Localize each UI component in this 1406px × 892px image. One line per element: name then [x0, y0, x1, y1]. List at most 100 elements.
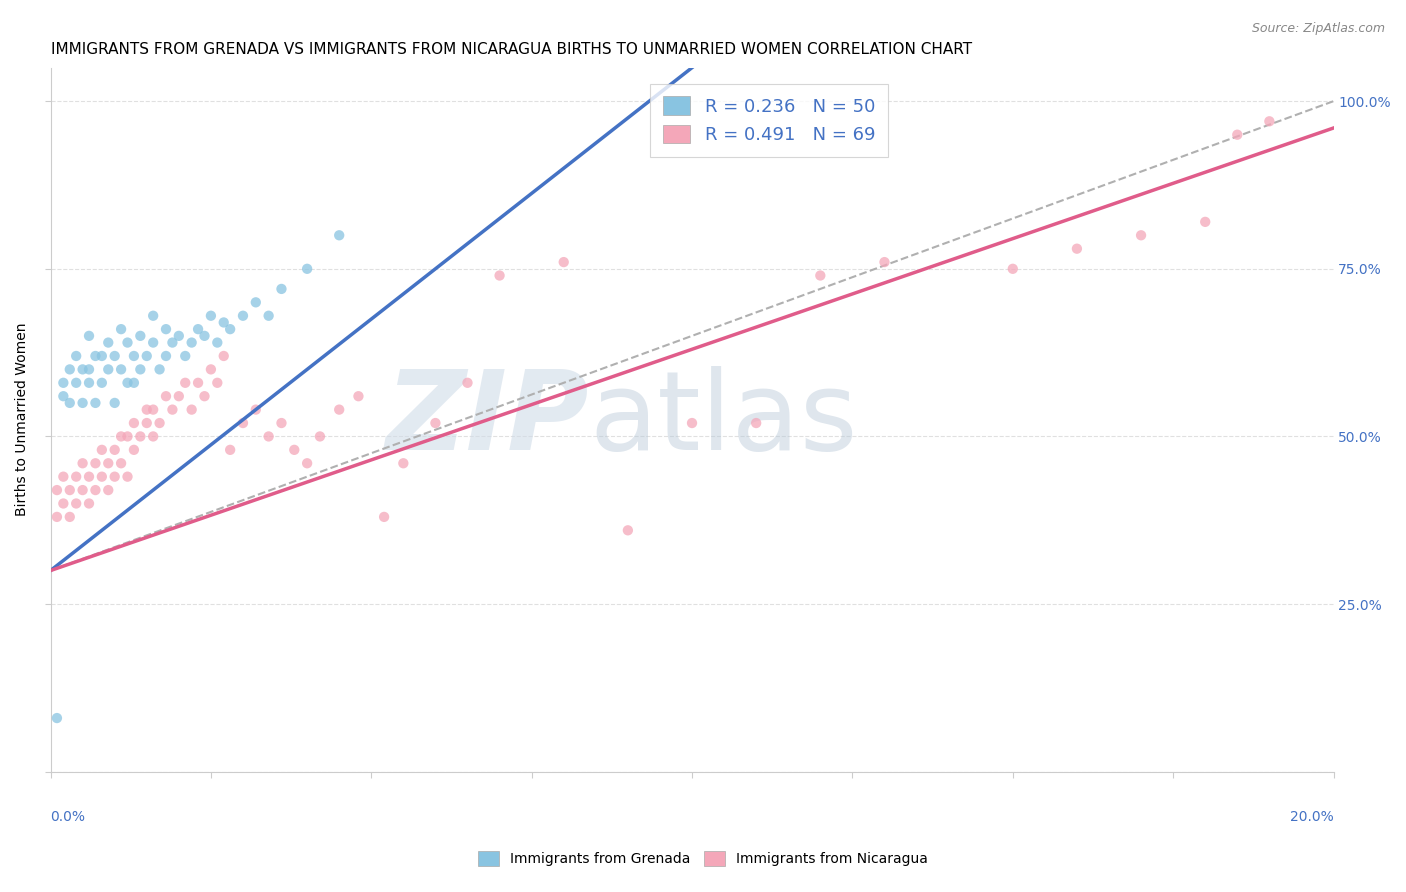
Point	[84, 456, 107, 470]
Point	[174, 349, 197, 363]
Point	[117, 376, 139, 390]
Text: Source: ZipAtlas.com: Source: ZipAtlas.com	[1251, 22, 1385, 36]
Point	[167, 389, 190, 403]
Point	[187, 376, 209, 390]
Point	[122, 442, 145, 457]
Point	[1258, 114, 1281, 128]
Point	[97, 362, 120, 376]
Point	[135, 349, 157, 363]
Point	[347, 389, 370, 403]
Point	[135, 402, 157, 417]
Point	[232, 416, 254, 430]
Point	[180, 402, 202, 417]
Point	[328, 402, 350, 417]
Point	[104, 442, 127, 457]
Point	[745, 416, 768, 430]
Point	[104, 469, 127, 483]
Point	[167, 329, 190, 343]
Point	[373, 509, 395, 524]
Point	[77, 469, 100, 483]
Point	[257, 429, 280, 443]
Point	[207, 376, 229, 390]
Point	[200, 362, 222, 376]
Point	[219, 442, 242, 457]
Point	[90, 376, 112, 390]
Point	[232, 309, 254, 323]
Point	[97, 483, 120, 497]
Point	[97, 456, 120, 470]
Point	[425, 416, 447, 430]
Text: atlas: atlas	[589, 367, 858, 473]
Point	[84, 349, 107, 363]
Point	[212, 349, 235, 363]
Point	[155, 349, 177, 363]
Point	[187, 322, 209, 336]
Point	[72, 362, 94, 376]
Point	[149, 362, 172, 376]
Point	[1226, 128, 1249, 142]
Text: 0.0%: 0.0%	[51, 811, 86, 824]
Point	[59, 483, 82, 497]
Point	[270, 282, 292, 296]
Point	[110, 362, 132, 376]
Point	[104, 349, 127, 363]
Point	[162, 335, 184, 350]
Point	[617, 524, 640, 538]
Text: 20.0%: 20.0%	[1289, 811, 1333, 824]
Legend: Immigrants from Grenada, Immigrants from Nicaragua: Immigrants from Grenada, Immigrants from…	[472, 846, 934, 871]
Point	[45, 711, 67, 725]
Point	[45, 483, 67, 497]
Point	[488, 268, 510, 283]
Point	[200, 309, 222, 323]
Point	[122, 416, 145, 430]
Point	[65, 469, 87, 483]
Point	[174, 376, 197, 390]
Point	[129, 329, 152, 343]
Point	[65, 376, 87, 390]
Point	[77, 362, 100, 376]
Point	[72, 456, 94, 470]
Point	[155, 322, 177, 336]
Point	[90, 469, 112, 483]
Point	[681, 416, 703, 430]
Point	[180, 335, 202, 350]
Point	[193, 389, 215, 403]
Point	[873, 255, 896, 269]
Point	[72, 396, 94, 410]
Point	[52, 376, 75, 390]
Point	[72, 483, 94, 497]
Point	[129, 429, 152, 443]
Point	[155, 389, 177, 403]
Point	[1194, 215, 1216, 229]
Point	[52, 389, 75, 403]
Point	[245, 402, 267, 417]
Point	[104, 396, 127, 410]
Point	[207, 335, 229, 350]
Point	[122, 376, 145, 390]
Point	[77, 376, 100, 390]
Point	[90, 349, 112, 363]
Point	[110, 322, 132, 336]
Point	[110, 456, 132, 470]
Point	[457, 376, 479, 390]
Point	[59, 362, 82, 376]
Point	[117, 469, 139, 483]
Point	[45, 509, 67, 524]
Point	[283, 442, 305, 457]
Point	[142, 429, 165, 443]
Point	[110, 429, 132, 443]
Point	[142, 402, 165, 417]
Point	[392, 456, 415, 470]
Point	[77, 496, 100, 510]
Point	[117, 429, 139, 443]
Point	[553, 255, 575, 269]
Point	[257, 309, 280, 323]
Point	[65, 496, 87, 510]
Point	[77, 329, 100, 343]
Point	[149, 416, 172, 430]
Point	[808, 268, 831, 283]
Point	[1066, 242, 1088, 256]
Point	[245, 295, 267, 310]
Point	[59, 509, 82, 524]
Point	[142, 309, 165, 323]
